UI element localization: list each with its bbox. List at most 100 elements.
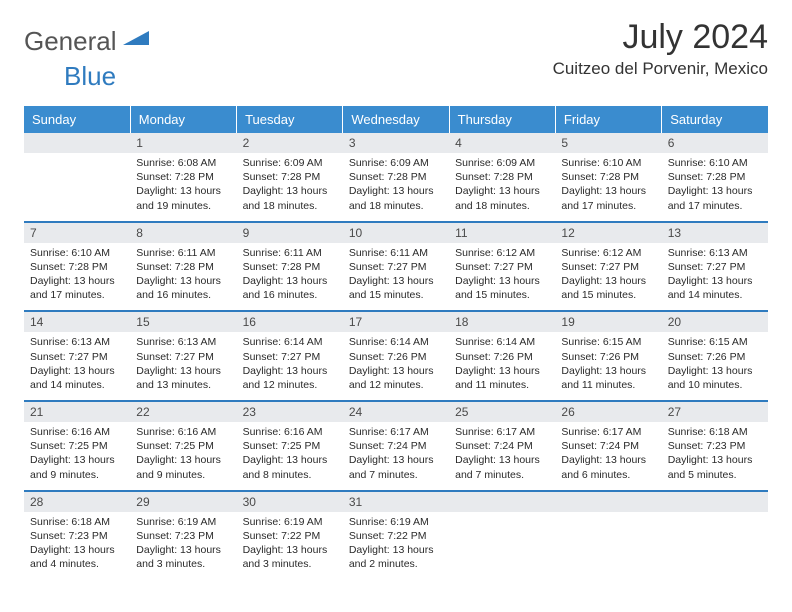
day1-line: Daylight: 13 hours bbox=[349, 453, 443, 467]
day-details: Sunrise: 6:16 AMSunset: 7:25 PMDaylight:… bbox=[130, 422, 236, 490]
day2-line: and 11 minutes. bbox=[455, 378, 549, 392]
day2-line: and 19 minutes. bbox=[136, 199, 230, 213]
sunset-line: Sunset: 7:28 PM bbox=[30, 260, 124, 274]
day-cell: 25Sunrise: 6:17 AMSunset: 7:24 PMDayligh… bbox=[449, 401, 555, 491]
sunrise-line: Sunrise: 6:11 AM bbox=[243, 246, 337, 260]
sunrise-line: Sunrise: 6:19 AM bbox=[136, 515, 230, 529]
sunrise-line: Sunrise: 6:10 AM bbox=[668, 156, 762, 170]
sunset-line: Sunset: 7:26 PM bbox=[349, 350, 443, 364]
day-cell: 15Sunrise: 6:13 AMSunset: 7:27 PMDayligh… bbox=[130, 311, 236, 401]
sunrise-line: Sunrise: 6:18 AM bbox=[668, 425, 762, 439]
day-number: 3 bbox=[343, 133, 449, 153]
day-details: Sunrise: 6:12 AMSunset: 7:27 PMDaylight:… bbox=[555, 243, 661, 311]
day-number: 30 bbox=[237, 492, 343, 512]
sunrise-line: Sunrise: 6:16 AM bbox=[136, 425, 230, 439]
day-details: Sunrise: 6:14 AMSunset: 7:26 PMDaylight:… bbox=[449, 332, 555, 400]
sunrise-line: Sunrise: 6:13 AM bbox=[30, 335, 124, 349]
day2-line: and 14 minutes. bbox=[30, 378, 124, 392]
sunrise-line: Sunrise: 6:09 AM bbox=[455, 156, 549, 170]
day1-line: Daylight: 13 hours bbox=[30, 364, 124, 378]
day-number: 13 bbox=[662, 223, 768, 243]
day-number: 11 bbox=[449, 223, 555, 243]
sunrise-line: Sunrise: 6:14 AM bbox=[243, 335, 337, 349]
day-details: Sunrise: 6:16 AMSunset: 7:25 PMDaylight:… bbox=[24, 422, 130, 490]
day-cell: 2Sunrise: 6:09 AMSunset: 7:28 PMDaylight… bbox=[237, 133, 343, 222]
day-cell: 5Sunrise: 6:10 AMSunset: 7:28 PMDaylight… bbox=[555, 133, 661, 222]
day1-line: Daylight: 13 hours bbox=[455, 453, 549, 467]
day-number: 2 bbox=[237, 133, 343, 153]
day1-line: Daylight: 13 hours bbox=[455, 184, 549, 198]
day-number: 1 bbox=[130, 133, 236, 153]
day-number: 17 bbox=[343, 312, 449, 332]
day-number: 24 bbox=[343, 402, 449, 422]
day2-line: and 7 minutes. bbox=[455, 468, 549, 482]
sunrise-line: Sunrise: 6:17 AM bbox=[455, 425, 549, 439]
day2-line: and 12 minutes. bbox=[243, 378, 337, 392]
sunset-line: Sunset: 7:28 PM bbox=[243, 260, 337, 274]
day-details: Sunrise: 6:13 AMSunset: 7:27 PMDaylight:… bbox=[662, 243, 768, 311]
day-details: Sunrise: 6:11 AMSunset: 7:27 PMDaylight:… bbox=[343, 243, 449, 311]
sunrise-line: Sunrise: 6:16 AM bbox=[243, 425, 337, 439]
day-number: 28 bbox=[24, 492, 130, 512]
sunrise-line: Sunrise: 6:09 AM bbox=[243, 156, 337, 170]
sunset-line: Sunset: 7:28 PM bbox=[136, 260, 230, 274]
day-cell: 3Sunrise: 6:09 AMSunset: 7:28 PMDaylight… bbox=[343, 133, 449, 222]
day1-line: Daylight: 13 hours bbox=[561, 364, 655, 378]
day-cell: 14Sunrise: 6:13 AMSunset: 7:27 PMDayligh… bbox=[24, 311, 130, 401]
day2-line: and 17 minutes. bbox=[30, 288, 124, 302]
day-cell: 13Sunrise: 6:13 AMSunset: 7:27 PMDayligh… bbox=[662, 222, 768, 312]
day-cell: 30Sunrise: 6:19 AMSunset: 7:22 PMDayligh… bbox=[237, 491, 343, 580]
day-number: 9 bbox=[237, 223, 343, 243]
sunrise-line: Sunrise: 6:19 AM bbox=[243, 515, 337, 529]
sunset-line: Sunset: 7:25 PM bbox=[243, 439, 337, 453]
day-details: Sunrise: 6:19 AMSunset: 7:23 PMDaylight:… bbox=[130, 512, 236, 580]
day-details: Sunrise: 6:15 AMSunset: 7:26 PMDaylight:… bbox=[555, 332, 661, 400]
day2-line: and 10 minutes. bbox=[668, 378, 762, 392]
day-details: Sunrise: 6:17 AMSunset: 7:24 PMDaylight:… bbox=[343, 422, 449, 490]
day-details: Sunrise: 6:15 AMSunset: 7:26 PMDaylight:… bbox=[662, 332, 768, 400]
brand-part2: Blue bbox=[64, 61, 116, 91]
sunset-line: Sunset: 7:27 PM bbox=[136, 350, 230, 364]
day2-line: and 16 minutes. bbox=[136, 288, 230, 302]
day1-line: Daylight: 13 hours bbox=[136, 364, 230, 378]
sunset-line: Sunset: 7:27 PM bbox=[455, 260, 549, 274]
day-details: Sunrise: 6:10 AMSunset: 7:28 PMDaylight:… bbox=[24, 243, 130, 311]
sunset-line: Sunset: 7:23 PM bbox=[136, 529, 230, 543]
day1-line: Daylight: 13 hours bbox=[136, 453, 230, 467]
day1-line: Daylight: 13 hours bbox=[136, 274, 230, 288]
sunrise-line: Sunrise: 6:13 AM bbox=[136, 335, 230, 349]
day-number-empty bbox=[662, 492, 768, 512]
day1-line: Daylight: 13 hours bbox=[455, 274, 549, 288]
day-number: 7 bbox=[24, 223, 130, 243]
day2-line: and 16 minutes. bbox=[243, 288, 337, 302]
sunrise-line: Sunrise: 6:19 AM bbox=[349, 515, 443, 529]
day-number: 22 bbox=[130, 402, 236, 422]
day1-line: Daylight: 13 hours bbox=[455, 364, 549, 378]
day-cell: 23 Sunrise: 6:16 AMSunset: 7:25 PMDayligh… bbox=[237, 401, 343, 491]
day2-line: and 9 minutes. bbox=[30, 468, 124, 482]
day2-line: and 17 minutes. bbox=[668, 199, 762, 213]
dayhead-fri: Friday bbox=[555, 106, 661, 133]
day1-line: Daylight: 13 hours bbox=[668, 274, 762, 288]
week-row: 21Sunrise: 6:16 AMSunset: 7:25 PMDayligh… bbox=[24, 401, 768, 491]
day-number: 20 bbox=[662, 312, 768, 332]
sunset-line: Sunset: 7:24 PM bbox=[455, 439, 549, 453]
day2-line: and 18 minutes. bbox=[455, 199, 549, 213]
sunrise-line: Sunrise: 6:12 AM bbox=[455, 246, 549, 260]
sunrise-line: Sunrise: 6:10 AM bbox=[30, 246, 124, 260]
day1-line: Daylight: 13 hours bbox=[243, 274, 337, 288]
day-number: 23 bbox=[237, 402, 343, 422]
day1-line: Daylight: 13 hours bbox=[30, 543, 124, 557]
day1-line: Daylight: 13 hours bbox=[30, 453, 124, 467]
day-number: 16 bbox=[237, 312, 343, 332]
sunset-line: Sunset: 7:24 PM bbox=[349, 439, 443, 453]
sunset-line: Sunset: 7:28 PM bbox=[136, 170, 230, 184]
day-details: Sunrise: 6:18 AMSunset: 7:23 PMDaylight:… bbox=[24, 512, 130, 580]
day2-line: and 18 minutes. bbox=[349, 199, 443, 213]
day-details: Sunrise: 6:09 AMSunset: 7:28 PMDaylight:… bbox=[449, 153, 555, 221]
sunset-line: Sunset: 7:26 PM bbox=[668, 350, 762, 364]
day1-line: Daylight: 13 hours bbox=[243, 453, 337, 467]
sunrise-line: Sunrise: 6:11 AM bbox=[349, 246, 443, 260]
day-details: Sunrise: 6:19 AMSunset: 7:22 PMDaylight:… bbox=[343, 512, 449, 580]
day-header-row: Sunday Monday Tuesday Wednesday Thursday… bbox=[24, 106, 768, 133]
